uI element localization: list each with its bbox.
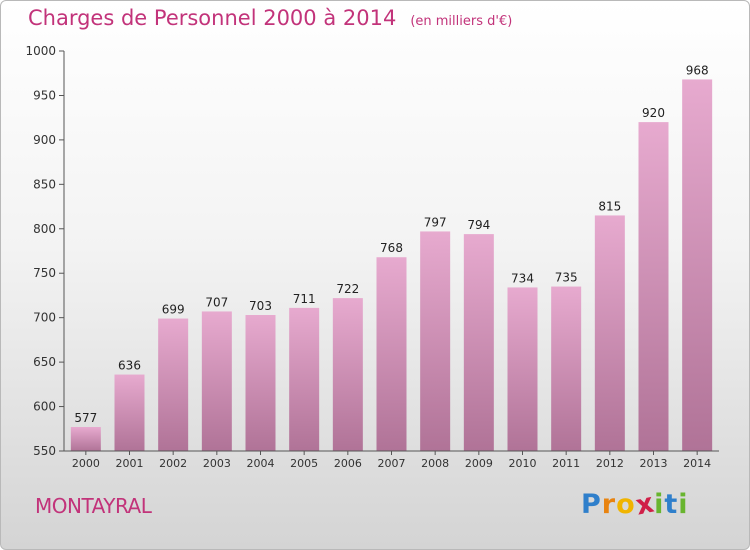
y-tick-label: 950 bbox=[33, 88, 56, 102]
logo-letter: i bbox=[678, 489, 689, 520]
y-axis: 550 600 650 700 750 800 850 900 950 1000 bbox=[25, 44, 65, 458]
logo-letter: o bbox=[616, 489, 636, 520]
x-tick-label: 2008 bbox=[421, 457, 449, 470]
y-tick-label: 650 bbox=[33, 355, 56, 369]
logo-letter: r bbox=[601, 489, 617, 520]
y-tick-label: 600 bbox=[33, 400, 56, 414]
y-tick-label: 900 bbox=[33, 133, 56, 147]
data-label: 703 bbox=[249, 299, 272, 313]
logo-letter: t bbox=[664, 489, 679, 520]
data-label: 722 bbox=[336, 282, 359, 296]
bar bbox=[638, 122, 669, 451]
data-label: 968 bbox=[686, 63, 709, 77]
chart-title: Charges de Personnel 2000 à 2014 (en mill… bbox=[28, 6, 512, 30]
data-label: 794 bbox=[467, 218, 490, 232]
bar bbox=[463, 234, 494, 451]
data-label: 577 bbox=[74, 411, 97, 425]
data-label: 815 bbox=[598, 199, 621, 213]
logo-letter: i bbox=[654, 489, 665, 520]
x-tick-label: 2013 bbox=[640, 457, 668, 470]
data-labels: 577 636 699 707 703 711 722 768 797 794 734 735 815 9… bbox=[74, 63, 708, 425]
x-tick-label: 2014 bbox=[683, 457, 711, 470]
commune-name: MONTAYRAL bbox=[35, 494, 152, 518]
bar bbox=[551, 286, 582, 451]
chart-subtitle: (en milliers d'€) bbox=[410, 14, 513, 29]
y-tick-label: 700 bbox=[33, 311, 56, 325]
bar bbox=[376, 257, 407, 451]
x-tick-label: 2004 bbox=[247, 457, 275, 470]
logo-letter: P bbox=[581, 489, 602, 520]
y-tick-label: 800 bbox=[33, 222, 56, 236]
data-label: 707 bbox=[205, 295, 228, 309]
x-tick-label: 2003 bbox=[203, 457, 231, 470]
x-tick-label: 2002 bbox=[159, 457, 187, 470]
data-label: 711 bbox=[293, 292, 316, 306]
bar bbox=[420, 231, 451, 451]
bars bbox=[70, 79, 713, 451]
data-label: 636 bbox=[118, 359, 141, 373]
y-tick-label: 750 bbox=[33, 266, 56, 280]
proxiti-logo: Proxiti bbox=[581, 487, 689, 521]
data-label: 735 bbox=[555, 271, 578, 285]
data-label: 768 bbox=[380, 241, 403, 255]
data-label: 920 bbox=[642, 106, 665, 120]
x-tick-label: 2001 bbox=[116, 457, 144, 470]
bar bbox=[70, 427, 101, 451]
y-tick-label: 550 bbox=[33, 444, 56, 458]
x-tick-label: 2007 bbox=[378, 457, 406, 470]
bar bbox=[332, 298, 363, 451]
bar bbox=[201, 311, 232, 451]
bar bbox=[682, 79, 713, 451]
x-tick-label: 2010 bbox=[509, 457, 537, 470]
x-tick-label: 2012 bbox=[596, 457, 624, 470]
bar bbox=[289, 307, 320, 451]
data-label: 797 bbox=[424, 215, 447, 229]
x-tick-label: 2006 bbox=[334, 457, 362, 470]
y-tick-label: 850 bbox=[33, 177, 56, 191]
bar bbox=[594, 215, 625, 451]
data-label: 734 bbox=[511, 271, 534, 285]
bar bbox=[245, 315, 276, 451]
x-tick-label: 2000 bbox=[72, 457, 100, 470]
bar bbox=[114, 374, 145, 451]
x-tick-label: 2005 bbox=[290, 457, 318, 470]
bar bbox=[158, 318, 189, 451]
bar bbox=[507, 287, 538, 451]
chart-title-text: Charges de Personnel 2000 à 2014 bbox=[28, 6, 397, 30]
y-tick-label: 1000 bbox=[25, 44, 56, 58]
x-axis: 2000 2001 2002 2003 2004 2005 2006 2007 2008 2009… bbox=[64, 450, 719, 470]
x-tick-label: 2009 bbox=[465, 457, 493, 470]
data-label: 699 bbox=[162, 303, 185, 317]
x-tick-label: 2011 bbox=[552, 457, 580, 470]
